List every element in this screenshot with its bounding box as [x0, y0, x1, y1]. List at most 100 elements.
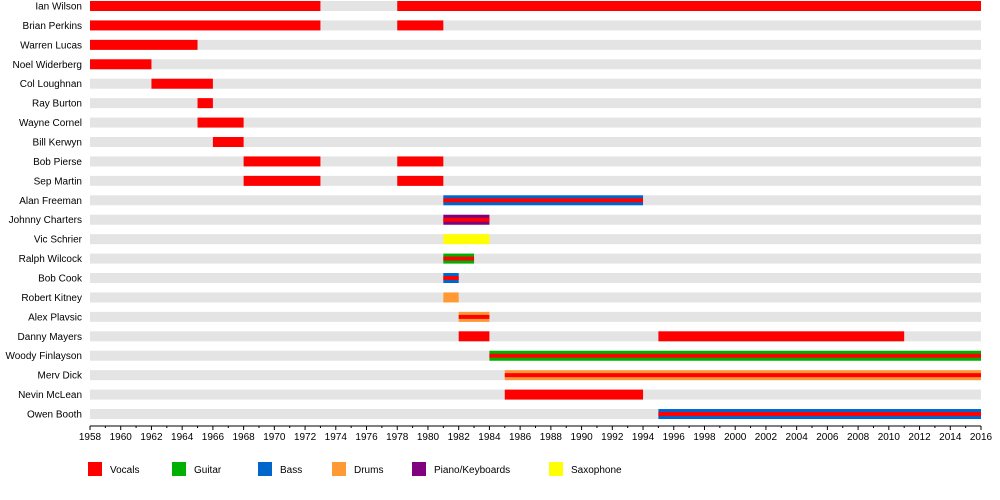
- x-tick-label: 1976: [355, 432, 378, 443]
- membership-bar-vocals: [90, 39, 198, 50]
- legend-label: Guitar: [194, 465, 222, 476]
- row-background: [90, 59, 981, 70]
- legend-item: Piano/Keyboards: [412, 462, 510, 476]
- x-tick-label: 2000: [724, 432, 747, 443]
- member-name-label: Bill Kerwyn: [33, 138, 82, 149]
- membership-bar-vocals-stripe: [504, 373, 981, 378]
- legend-label: Vocals: [110, 465, 139, 476]
- row-background: [90, 175, 981, 186]
- member-name-label: Ray Burton: [32, 99, 82, 110]
- legend-swatch-saxophone: [549, 462, 563, 476]
- member-name-label: Woody Finlayson: [5, 351, 82, 362]
- member-name-label: Vic Schrier: [34, 235, 83, 246]
- x-tick-label: 2012: [908, 432, 931, 443]
- x-tick-label: 1964: [171, 432, 194, 443]
- member-name-label: Col Loughnan: [20, 79, 82, 90]
- x-tick-label: 1998: [693, 432, 716, 443]
- membership-bar-vocals-stripe: [658, 412, 981, 417]
- membership-bar-vocals: [397, 1, 981, 11]
- legend-item: Bass: [258, 462, 302, 476]
- member-name-label: Warren Lucas: [20, 40, 82, 51]
- x-tick-label: 1978: [386, 432, 409, 443]
- membership-bar-vocals-stripe: [443, 198, 644, 203]
- x-tick-label: 2016: [970, 432, 993, 443]
- membership-bar-vocals: [212, 137, 244, 148]
- x-tick-label: 1960: [110, 432, 133, 443]
- x-tick-label: 1972: [294, 432, 317, 443]
- member-name-label: Ralph Wilcock: [19, 254, 83, 265]
- member-name-label: Merv Dick: [38, 371, 83, 382]
- member-name-label: Wayne Cornel: [19, 118, 82, 129]
- row-background: [90, 78, 981, 89]
- membership-bar-vocals: [658, 331, 905, 342]
- membership-bar-vocals: [397, 20, 444, 31]
- x-tick-label: 2004: [786, 432, 809, 443]
- membership-bar-vocals: [90, 20, 321, 31]
- member-name-label: Robert Kitney: [21, 293, 82, 304]
- membership-bar-vocals: [243, 156, 321, 167]
- membership-bar-vocals: [458, 331, 490, 342]
- x-tick-label: 1996: [663, 432, 686, 443]
- row-background: [90, 409, 981, 420]
- x-tick-label: 1990: [570, 432, 593, 443]
- membership-bar-vocals: [151, 78, 213, 89]
- x-tick-label: 1988: [540, 432, 563, 443]
- x-tick-label: 1992: [601, 432, 624, 443]
- x-tick-label: 1982: [448, 432, 471, 443]
- row-background: [90, 117, 981, 128]
- member-name-label: Danny Mayers: [18, 332, 82, 343]
- x-tick-label: 2010: [878, 432, 901, 443]
- x-tick-label: 1968: [232, 432, 255, 443]
- membership-bar-vocals: [90, 1, 321, 11]
- legend-item: Drums: [332, 462, 383, 476]
- x-tick-label: 1962: [140, 432, 163, 443]
- legend-item: Guitar: [172, 462, 222, 476]
- x-tick-label: 1980: [417, 432, 440, 443]
- x-tick-label: 2008: [847, 432, 870, 443]
- member-name-label: Alan Freeman: [19, 196, 82, 207]
- membership-bar-vocals-stripe: [489, 353, 981, 358]
- row-background: [90, 20, 981, 31]
- legend-item: Vocals: [88, 462, 139, 476]
- legend-item: Saxophone: [549, 462, 622, 476]
- legend-label: Bass: [280, 465, 302, 476]
- membership-bar-vocals: [397, 175, 444, 186]
- x-axis: 1958 1960 1962 1964 1966 1968 1970 1972 1974 1976…: [79, 425, 993, 443]
- legend-label: Saxophone: [571, 465, 622, 476]
- row-background: [90, 39, 981, 50]
- membership-bar-vocals: [197, 117, 244, 128]
- member-name-label: Alex Plavsic: [28, 312, 82, 323]
- legend-label: Drums: [354, 465, 383, 476]
- membership-bar-vocals-stripe: [443, 256, 475, 261]
- member-name-label: Sep Martin: [34, 176, 82, 187]
- row-background: [90, 253, 981, 264]
- legend-swatch-vocals: [88, 462, 102, 476]
- membership-bar-vocals-stripe: [443, 217, 490, 222]
- x-tick-label: 1970: [263, 432, 286, 443]
- row-background: [90, 311, 981, 322]
- bars-layer: [90, 1, 981, 420]
- x-tick-label: 1958: [79, 432, 102, 443]
- member-name-label: Brian Perkins: [23, 21, 82, 32]
- x-tick-label: 1984: [478, 432, 501, 443]
- member-name-label: Johnny Charters: [9, 215, 82, 226]
- x-tick-label: 2014: [939, 432, 962, 443]
- membership-bar-vocals: [397, 156, 444, 167]
- member-name-label: Noel Widerberg: [13, 60, 82, 71]
- membership-bar-drums: [443, 292, 459, 303]
- row-background: [90, 234, 981, 245]
- legend-swatch-guitar: [172, 462, 186, 476]
- member-name-label: Bob Pierse: [33, 157, 82, 168]
- row-background: [90, 214, 981, 225]
- legend-swatch-drums: [332, 462, 346, 476]
- membership-bar-vocals: [197, 98, 213, 109]
- member-name-label: Nevin McLean: [18, 390, 82, 401]
- membership-bar-vocals: [243, 175, 321, 186]
- x-tick-label: 2002: [755, 432, 778, 443]
- row-background: [90, 273, 981, 284]
- legend-swatch-piano-keyboards: [412, 462, 426, 476]
- member-name-label: Bob Cook: [38, 274, 83, 285]
- legend-label: Piano/Keyboards: [434, 465, 510, 476]
- membership-bar-saxophone: [443, 234, 490, 245]
